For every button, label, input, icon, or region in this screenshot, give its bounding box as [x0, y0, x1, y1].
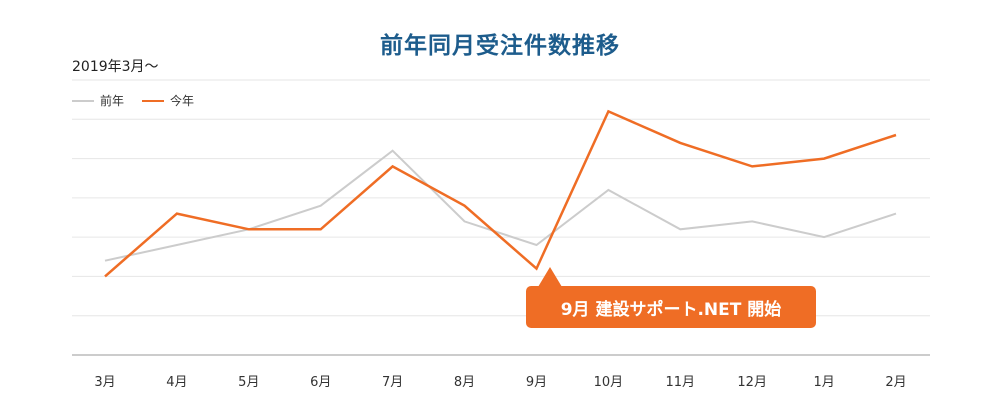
x-tick-label: 1月 [813, 375, 834, 390]
legend-item-prev-year: 前年 [72, 92, 124, 109]
x-tick-label: 4月 [166, 375, 187, 390]
legend-swatch-prev-year [72, 99, 94, 102]
x-tick-label: 10月 [594, 375, 624, 390]
series-line-prev-year [104, 149, 897, 262]
x-tick-label: 8月 [454, 375, 475, 390]
x-tick-label: 5月 [238, 375, 259, 390]
callout-pointer [538, 267, 562, 287]
chart-legend: 前年 今年 [72, 92, 212, 109]
chart-title: 前年同月受注件数推移 [380, 33, 620, 59]
legend-label-prev-year: 前年 [100, 94, 125, 108]
series-line-this-year [104, 109, 897, 278]
x-tick-label: 12月 [737, 375, 767, 390]
legend-swatch-this-year [142, 99, 165, 102]
x-tick-label: 2月 [885, 375, 906, 390]
x-tick-label: 7月 [382, 375, 403, 390]
x-tick-label: 3月 [94, 375, 115, 390]
x-tick-label: 11月 [665, 375, 695, 390]
legend-label-this-year: 今年 [170, 94, 195, 108]
annotation-callout: 9月 建設サポート.NET 開始 [526, 286, 816, 328]
x-tick-label: 9月 [526, 375, 547, 390]
legend-item-this-year: 今年 [142, 92, 194, 109]
period-label: 2019年3月〜 [72, 59, 159, 75]
x-tick-label: 6月 [310, 375, 331, 390]
